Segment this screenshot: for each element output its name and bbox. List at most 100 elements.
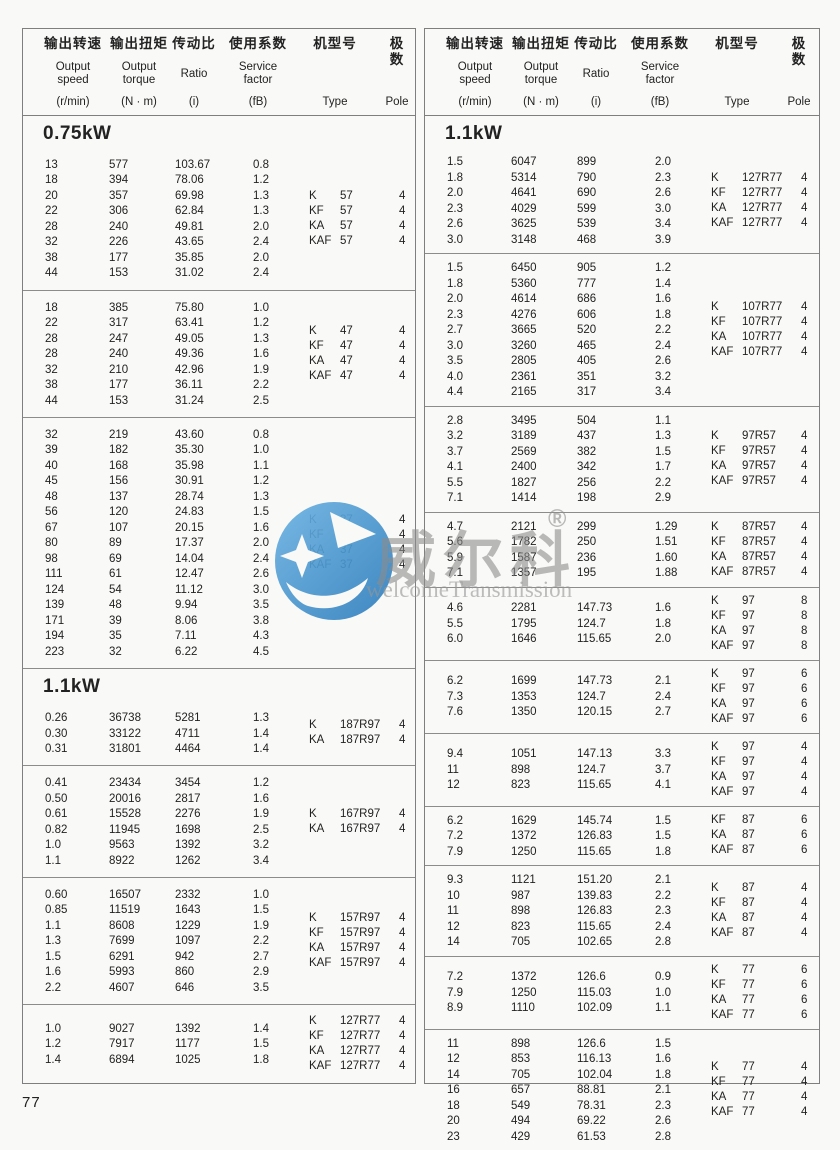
pole-value: 4 bbox=[801, 755, 817, 770]
ratio-value: 43.65 bbox=[175, 236, 253, 250]
spec-table-left: 输出转速 Output speed (r/min) 输出扭矩 Output to… bbox=[22, 28, 416, 1084]
output-speed-value: 1.1 bbox=[45, 920, 109, 934]
type-size: 57 bbox=[340, 189, 399, 204]
pole-value: 6 bbox=[801, 963, 817, 978]
pole-value: 4 bbox=[399, 1029, 415, 1044]
header-en: Service factor bbox=[641, 52, 679, 96]
type-prefix: K bbox=[711, 171, 742, 186]
type-size: 97R57 bbox=[742, 459, 801, 474]
type-size: 77 bbox=[742, 1075, 801, 1090]
output-speed-value: 1.0 bbox=[45, 1023, 109, 1037]
output-torque-value: 11945 bbox=[109, 824, 175, 838]
ratio-value: 3454 bbox=[175, 777, 253, 791]
type-size: 47 bbox=[340, 339, 399, 354]
output-torque-value: 4029 bbox=[511, 203, 577, 217]
type-size: 97 bbox=[742, 682, 801, 697]
ratio-value: 2276 bbox=[175, 808, 253, 822]
output-torque-value: 5993 bbox=[109, 966, 175, 980]
type-size: 127R77 bbox=[340, 1014, 399, 1029]
service-factor-value: 1.3 bbox=[253, 712, 309, 726]
type-prefix: K bbox=[309, 807, 340, 822]
type-prefix: KA bbox=[309, 354, 340, 369]
ratio-value: 126.6 bbox=[577, 1038, 655, 1052]
ratio-value: 78.06 bbox=[175, 174, 253, 188]
output-speed-value: 2.8 bbox=[447, 415, 511, 429]
service-factor-value: 1.51 bbox=[655, 536, 711, 550]
header-col-output-speed: 输出转速 Output speed (r/min) bbox=[446, 36, 504, 109]
type-size: 187R97 bbox=[340, 733, 399, 748]
type-prefix: KF bbox=[711, 609, 742, 624]
header-unit: (i) bbox=[591, 96, 601, 109]
output-torque-value: 2805 bbox=[511, 355, 577, 369]
pole-value: 4 bbox=[399, 1044, 415, 1059]
output-speed-value: 1.1 bbox=[45, 855, 109, 869]
output-torque-value: 219 bbox=[109, 429, 175, 443]
output-torque-value: 1110 bbox=[511, 1002, 577, 1016]
ratio-value: 4464 bbox=[175, 743, 253, 757]
ratio-value: 115.65 bbox=[577, 779, 655, 793]
service-factor-value: 2.2 bbox=[655, 890, 711, 904]
service-factor-value: 1.2 bbox=[655, 262, 711, 276]
type-prefix: KF bbox=[711, 978, 742, 993]
type-size: 107R77 bbox=[742, 345, 801, 360]
type-size: 157R97 bbox=[340, 956, 399, 971]
output-torque-value: 705 bbox=[511, 936, 577, 950]
ratio-value: 62.84 bbox=[175, 205, 253, 219]
output-speed-value: 5.6 bbox=[447, 536, 511, 550]
header-zh: 输出扭矩 bbox=[512, 36, 570, 52]
output-torque-value: 898 bbox=[511, 764, 577, 778]
ratio-value: 606 bbox=[577, 309, 655, 323]
pole-value: 4 bbox=[399, 324, 415, 339]
output-speed-value: 0.50 bbox=[45, 793, 109, 807]
service-factor-value: 1.4 bbox=[253, 728, 309, 742]
service-factor-value: 2.0 bbox=[655, 633, 711, 647]
type-prefix: KAF bbox=[711, 843, 742, 858]
type-prefix: KA bbox=[711, 624, 742, 639]
type-prefix: KF bbox=[309, 339, 340, 354]
header-col-service-factor: 使用系数 Service factor (fB) bbox=[229, 36, 287, 109]
ratio-value: 14.04 bbox=[175, 553, 253, 567]
output-torque-value: 8922 bbox=[109, 855, 175, 869]
output-speed-value: 1.2 bbox=[45, 1038, 109, 1052]
service-factor-value: 4.5 bbox=[253, 646, 309, 660]
header-zh: 输出扭矩 bbox=[110, 36, 168, 52]
service-factor-value: 2.3 bbox=[655, 905, 711, 919]
service-factor-value: 3.9 bbox=[655, 234, 711, 248]
output-speed-value: 1.4 bbox=[45, 1054, 109, 1068]
type-prefix: KAF bbox=[711, 1105, 742, 1120]
output-torque-value: 36738 bbox=[109, 712, 175, 726]
service-factor-value: 2.4 bbox=[655, 691, 711, 705]
service-factor-value: 1.8 bbox=[253, 1054, 309, 1068]
service-factor-value: 0.8 bbox=[253, 159, 309, 173]
pole-value: 4 bbox=[801, 520, 817, 535]
header-en: Output torque bbox=[122, 52, 157, 96]
ratio-value: 116.13 bbox=[577, 1053, 655, 1067]
